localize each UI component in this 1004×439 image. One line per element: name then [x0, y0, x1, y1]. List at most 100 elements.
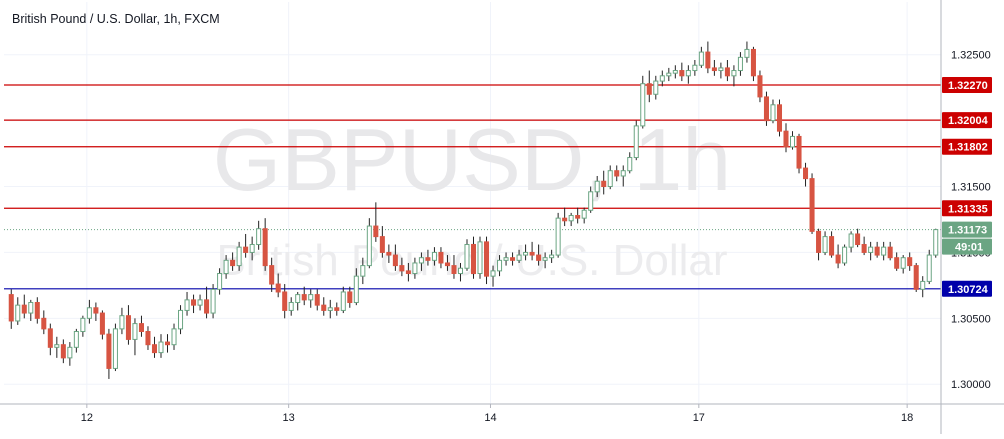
candle-body-up — [353, 275, 359, 304]
candle — [112, 323, 118, 372]
candle — [757, 70, 763, 103]
candle-body-down — [855, 233, 861, 246]
candle-body-down — [783, 130, 789, 148]
candle-body-up — [588, 191, 594, 211]
candle — [249, 236, 255, 261]
candle-body-down — [301, 294, 307, 301]
candle-body-up — [223, 259, 229, 275]
candle — [581, 207, 587, 224]
candle-body-up — [731, 70, 737, 77]
candle — [28, 299, 34, 321]
candle — [243, 233, 249, 258]
candle — [171, 323, 177, 350]
candle-body-down — [405, 270, 411, 275]
candle-body-up — [340, 291, 346, 311]
candle — [457, 262, 463, 282]
candle-body-down — [646, 83, 652, 95]
candle — [80, 315, 86, 337]
last-price-label: 1.31173 — [948, 225, 987, 237]
candle-body-down — [601, 180, 607, 188]
candle-body-up — [881, 246, 887, 256]
candle-body-up — [692, 64, 698, 72]
candle-body-up — [477, 241, 483, 275]
candle-body-up — [503, 257, 509, 261]
candle — [809, 173, 815, 234]
candle-body-up — [236, 246, 242, 267]
candle — [685, 65, 691, 84]
candle — [321, 297, 327, 316]
resistance-level-label: 1.32004 — [948, 115, 989, 127]
candle-body-up — [295, 294, 301, 304]
resistance-level-badge — [942, 138, 992, 155]
candle-body-down — [750, 48, 756, 77]
resistance-level-badge — [942, 200, 992, 217]
candle-body-up — [54, 344, 60, 348]
resistance-level-label: 1.31802 — [948, 142, 988, 154]
candle — [770, 99, 776, 124]
candle — [236, 241, 242, 271]
x-tick-label: 12 — [81, 412, 93, 424]
candle — [529, 241, 535, 261]
candle-body-down — [835, 254, 841, 264]
candle — [314, 289, 320, 311]
candle-body-up — [842, 246, 848, 264]
candlesticks — [8, 41, 939, 379]
candle — [718, 62, 724, 79]
candle-body-down — [907, 257, 913, 267]
candle — [151, 336, 158, 358]
candle — [451, 255, 457, 279]
candle — [360, 257, 366, 285]
candle — [164, 334, 171, 353]
price-axis[interactable]: 1.325001.320001.315001.310001.305001.300… — [951, 50, 991, 392]
candle-body-up — [659, 75, 665, 82]
candle — [282, 284, 288, 319]
candle-body-down — [347, 291, 353, 304]
candle-body-up — [497, 259, 503, 272]
candle — [197, 294, 203, 311]
candle-body-up — [607, 170, 613, 188]
candle — [145, 326, 151, 350]
candle-body-up — [900, 257, 906, 269]
candle-body-up — [327, 307, 333, 311]
candle — [829, 231, 835, 258]
candle-body-down — [679, 70, 685, 77]
candle-body-down — [373, 225, 379, 238]
candle — [256, 220, 262, 250]
candle — [913, 262, 919, 292]
candle-body-up — [80, 317, 86, 333]
candle-body-down — [711, 67, 717, 72]
candle — [295, 291, 301, 311]
candle — [536, 244, 542, 266]
candle — [54, 336, 60, 358]
candle-body-up — [308, 294, 314, 301]
candle — [132, 318, 138, 356]
candle-body-down — [243, 246, 249, 253]
candle — [640, 75, 646, 129]
candle-body-down — [321, 304, 327, 311]
candle — [731, 65, 737, 87]
candle — [861, 236, 867, 256]
resistance-level-label: 1.31335 — [948, 203, 988, 215]
candle-body-up — [171, 328, 177, 346]
candle-body-down — [379, 236, 385, 253]
candle-body-down — [809, 178, 815, 232]
time-axis[interactable]: 12131417181920 — [81, 404, 1004, 424]
candle-body-down — [282, 291, 288, 311]
candle-body-up — [933, 229, 939, 256]
candle-body-down — [34, 302, 40, 319]
candle-body-up — [457, 267, 463, 275]
candle-body-up — [789, 135, 796, 148]
candle-body-down — [861, 244, 867, 253]
candle — [796, 133, 802, 174]
candle-body-up — [549, 254, 555, 259]
candle — [464, 239, 470, 271]
candle-body-down — [614, 170, 620, 177]
candle — [262, 218, 268, 271]
candle — [776, 99, 783, 137]
candle — [67, 342, 73, 366]
candle — [607, 165, 613, 190]
candle-body-down — [529, 251, 535, 256]
candle-body-up — [581, 209, 587, 219]
